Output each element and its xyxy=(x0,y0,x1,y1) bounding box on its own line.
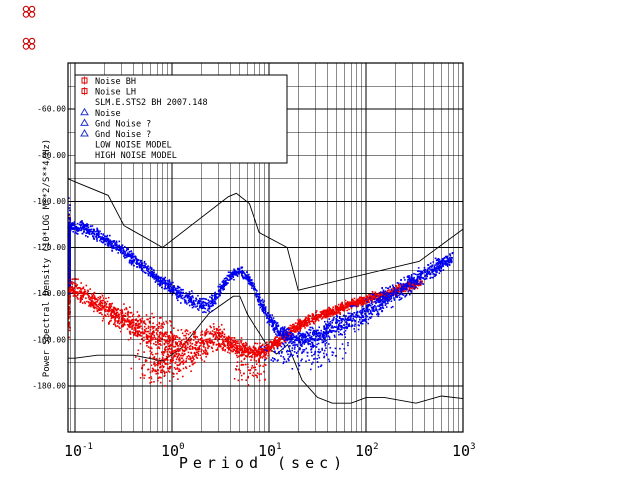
x-tick-label: 101 xyxy=(258,442,281,460)
scatter-data xyxy=(67,197,454,387)
x-axis-title: Period (sec) xyxy=(179,454,347,472)
legend-triangle-icon xyxy=(80,118,89,126)
legend-label: LOW NOISE MODEL xyxy=(95,141,172,151)
legend-label: Noise LH xyxy=(95,88,136,98)
x-axis-tick-labels: 10-1 100 101 102 103 xyxy=(64,442,475,460)
model-line-low-noise-model xyxy=(68,295,464,404)
red-double-ring-icon xyxy=(22,37,36,50)
y-axis-title: Power Spectral Density (10*LOG M**2/S**4… xyxy=(42,139,52,377)
legend-label: Gnd Noise ? xyxy=(95,130,151,140)
legend-triangle-icon xyxy=(80,107,89,116)
y-tick-label: -120.00 xyxy=(32,243,66,252)
x-tick-label: 10-1 xyxy=(64,442,93,460)
x-tick-label: 100 xyxy=(161,442,184,460)
x-tick-label: 102 xyxy=(355,442,378,460)
scatter-series-noise-lh xyxy=(67,197,454,371)
legend-frame xyxy=(74,74,288,164)
legend-label: SLM.E.STS2 BH 2007.148 xyxy=(95,98,208,108)
y-tick-label: -80.00 xyxy=(37,151,66,160)
y-tick-label: -160.00 xyxy=(32,335,66,344)
noise-model-lines xyxy=(68,178,464,404)
y-axis-tick-labels: -60.00 -80.00 -100.00 -120.00 -140.00 -160.00… xyxy=(32,105,66,391)
legend-label: HIGH NOISE MODEL xyxy=(95,151,177,161)
legend-label: Noise BH xyxy=(95,77,136,87)
y-tick-label: -100.00 xyxy=(32,197,66,206)
red-double-ring-icon xyxy=(22,5,36,18)
y-tick-label: -180.00 xyxy=(32,381,66,390)
x-tick-label: 103 xyxy=(452,442,475,460)
legend-triangle-icon xyxy=(80,129,89,137)
model-line-high-noise-model xyxy=(68,178,464,291)
y-tick-label: -60.00 xyxy=(37,105,66,114)
y-tick-label: -140.00 xyxy=(32,289,66,298)
legend-label: Gnd Noise ? xyxy=(95,119,151,129)
legend-label: Noise xyxy=(95,109,121,119)
plot-frame xyxy=(67,62,464,433)
scatter-series-noise-bh xyxy=(67,214,423,387)
